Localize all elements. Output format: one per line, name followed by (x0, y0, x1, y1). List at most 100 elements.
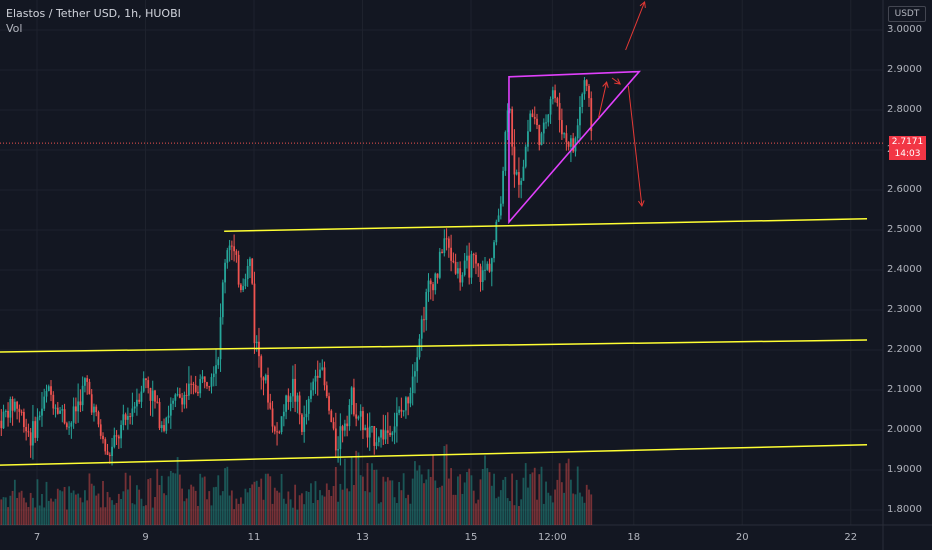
volume-bar (420, 474, 423, 525)
volume-bar (158, 485, 161, 525)
candle-body (536, 118, 538, 125)
candle-body (334, 428, 337, 451)
candle-body (104, 439, 107, 452)
candle-body (160, 425, 163, 429)
candle-body (520, 180, 523, 185)
volume-bar (405, 498, 407, 525)
candle-body (9, 398, 12, 418)
candle-body (36, 417, 39, 438)
candle-body (163, 425, 165, 431)
volume-bar (452, 494, 455, 525)
volume-bar (400, 490, 403, 525)
volume-bar (445, 444, 448, 525)
volume-bar (194, 490, 197, 525)
arrow-line (625, 1, 646, 51)
candle-body (269, 402, 272, 409)
candle-body (515, 172, 518, 175)
candle-body (551, 90, 554, 100)
volume-bar (262, 499, 265, 525)
candle-body (172, 400, 174, 404)
volume-bar (149, 478, 152, 525)
candle-body (407, 397, 410, 404)
volume-bar (224, 468, 226, 525)
candle-body (72, 406, 75, 423)
volume-bar (169, 470, 172, 525)
volume-bar (407, 494, 410, 525)
candle-body (341, 426, 344, 431)
candle-body (549, 99, 552, 115)
price-tick-label: 2.3000 (887, 304, 922, 315)
volume-bar (233, 509, 236, 525)
candle-body (477, 263, 480, 267)
volume-bar (504, 476, 507, 525)
volume-bar (359, 475, 362, 525)
candle-body (221, 282, 224, 318)
volume-bar (276, 490, 278, 525)
volume-bar (160, 475, 163, 525)
candle-body (285, 395, 287, 412)
volume-bar (533, 467, 536, 525)
time-tick-label: 12:00 (537, 532, 567, 543)
candle-body (456, 268, 459, 274)
price-tick-label: 2.4000 (887, 264, 922, 275)
time-tick-label: 11 (247, 532, 261, 543)
volume-bar (368, 492, 371, 525)
volume-bar (402, 473, 405, 525)
candle-body (260, 356, 263, 378)
volume-bar (178, 474, 181, 525)
volume-bar (260, 478, 263, 525)
volume-bar (188, 489, 190, 525)
candle-body (418, 338, 421, 358)
volume-bar (384, 481, 387, 525)
volume-bar (208, 491, 211, 525)
candle-body (581, 94, 584, 107)
candle-body (267, 375, 269, 403)
price-tick-label: 2.8000 (887, 104, 922, 115)
volume-bar (45, 481, 48, 525)
candle-body (486, 263, 489, 270)
candle-body (384, 430, 387, 440)
volume-bar (136, 485, 138, 525)
volume-bar (72, 490, 75, 525)
volume-bar (334, 466, 337, 525)
candle-body (74, 406, 77, 412)
arrow-head (639, 1, 646, 9)
candle-body (185, 394, 188, 396)
volume-bar (210, 505, 213, 525)
candle-body (262, 377, 265, 381)
countdown-badge: 14:03 (889, 148, 926, 160)
candle-body (579, 106, 581, 126)
candle-body (389, 432, 391, 436)
volume-bar (129, 475, 132, 525)
candle-body (463, 260, 466, 275)
volume-bar (486, 468, 489, 525)
candle-body (201, 376, 204, 380)
volume-bar (0, 499, 3, 525)
price-tick-label: 2.0000 (887, 424, 922, 435)
candle-body (126, 416, 129, 420)
volume-bar (251, 484, 254, 525)
candle-body (325, 385, 328, 397)
volume-bar (111, 500, 113, 525)
candle-body (230, 245, 233, 247)
candle-body (29, 432, 32, 446)
candle-body (34, 421, 37, 438)
candle-body (99, 424, 102, 436)
candle-body (251, 258, 254, 284)
volume-bar (429, 476, 432, 525)
volume-bar (479, 479, 482, 525)
volume-bar (325, 483, 328, 525)
volume-bar (124, 472, 127, 525)
volume-bar (506, 498, 509, 525)
volume-bar (538, 474, 541, 525)
volume-bar (502, 479, 504, 525)
volume-bar (316, 500, 319, 525)
candle-body (215, 365, 217, 374)
volume-bar (576, 466, 579, 525)
volume-bar (32, 497, 34, 525)
candle-body (97, 412, 100, 425)
trend-line-yellow (0, 444, 868, 466)
candle-body (414, 371, 416, 377)
currency-label[interactable]: USDT (888, 6, 926, 22)
